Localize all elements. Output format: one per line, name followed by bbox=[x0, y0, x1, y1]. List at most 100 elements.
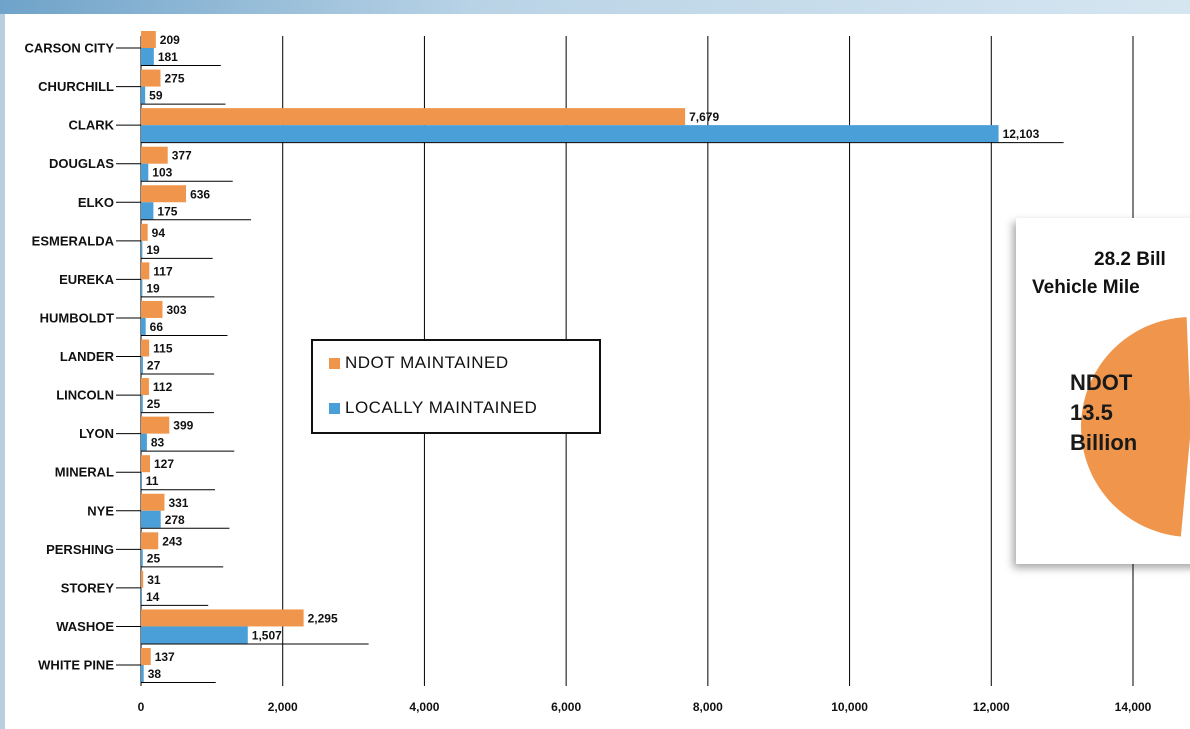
bar-ndot-6 bbox=[141, 262, 150, 280]
data-label-ndot-1: 275 bbox=[164, 72, 184, 86]
category-label-2: CLARK bbox=[69, 118, 115, 133]
bar-ndot-10 bbox=[141, 416, 170, 434]
data-label-local-16: 38 bbox=[148, 667, 162, 681]
x-tick-label-6: 12,000 bbox=[973, 700, 1010, 714]
chart-legend: NDOT MAINTAINED LOCALLY MAINTAINED bbox=[311, 339, 601, 434]
category-label-11: MINERAL bbox=[55, 465, 114, 480]
bar-ndot-3 bbox=[141, 146, 168, 164]
data-label-local-8: 27 bbox=[147, 359, 161, 373]
legend-swatch-local bbox=[329, 402, 340, 414]
data-label-ndot-12: 331 bbox=[168, 496, 188, 510]
pie-slice-label-line-3: Billion bbox=[1070, 430, 1138, 455]
pie-slice-label-line-2: 13.5 bbox=[1070, 400, 1113, 425]
data-label-local-1: 59 bbox=[149, 89, 163, 103]
bar-ndot-4 bbox=[141, 185, 187, 203]
category-label-0: CARSON CITY bbox=[24, 41, 114, 56]
x-tick-label-4: 8,000 bbox=[693, 700, 723, 714]
bar-ndot-12 bbox=[141, 493, 165, 511]
data-label-ndot-8: 115 bbox=[153, 342, 173, 356]
bar-local-1 bbox=[141, 86, 146, 104]
data-label-local-3: 103 bbox=[152, 166, 172, 180]
bar-local-15 bbox=[141, 626, 248, 644]
bar-local-0 bbox=[141, 48, 154, 65]
data-label-local-10: 83 bbox=[151, 436, 165, 450]
legend-item-local: LOCALLY MAINTAINED bbox=[329, 398, 537, 418]
bar-local-9 bbox=[141, 395, 143, 413]
bar-ndot-15 bbox=[141, 609, 304, 627]
x-tick-label-1: 2,000 bbox=[268, 700, 298, 714]
category-label-10: LYON bbox=[79, 426, 114, 441]
category-label-1: CHURCHILL bbox=[38, 79, 114, 94]
category-label-14: STOREY bbox=[61, 580, 115, 595]
header-band bbox=[0, 0, 1190, 14]
category-label-7: HUMBOLDT bbox=[40, 310, 114, 325]
data-label-local-12: 278 bbox=[165, 513, 185, 527]
bar-local-11 bbox=[141, 472, 142, 490]
data-label-local-7: 66 bbox=[150, 320, 164, 334]
bar-local-5 bbox=[141, 240, 143, 258]
data-label-ndot-3: 377 bbox=[172, 149, 192, 163]
data-label-local-11: 11 bbox=[146, 474, 159, 488]
bar-local-4 bbox=[141, 202, 154, 220]
bar-ndot-2 bbox=[141, 108, 686, 126]
pie-slice-label-ndot: NDOT 13.5 Billion bbox=[1070, 368, 1137, 458]
category-label-4: ELKO bbox=[78, 195, 114, 210]
data-label-local-6: 19 bbox=[146, 281, 160, 295]
data-label-ndot-15: 2,295 bbox=[308, 611, 338, 625]
data-label-ndot-13: 243 bbox=[162, 534, 182, 548]
bar-ndot-5 bbox=[141, 223, 148, 241]
bar-local-13 bbox=[141, 549, 143, 567]
bar-ndot-7 bbox=[141, 300, 163, 318]
category-label-16: WHITE PINE bbox=[38, 658, 114, 673]
data-label-ndot-0: 209 bbox=[160, 33, 180, 47]
data-label-local-15: 1,507 bbox=[252, 628, 282, 642]
category-label-5: ESMERALDA bbox=[32, 233, 115, 248]
bar-local-2 bbox=[141, 125, 999, 143]
bar-ndot-11 bbox=[141, 455, 150, 473]
pie-slice-ndot bbox=[1081, 317, 1190, 537]
bar-ndot-1 bbox=[141, 69, 161, 87]
left-edge-band bbox=[0, 14, 5, 729]
bar-local-12 bbox=[141, 510, 161, 528]
legend-label-ndot: NDOT MAINTAINED bbox=[345, 353, 509, 372]
data-label-ndot-11: 127 bbox=[154, 457, 174, 471]
data-label-ndot-16: 137 bbox=[155, 650, 175, 664]
category-label-12: NYE bbox=[87, 503, 114, 518]
x-tick-label-3: 6,000 bbox=[551, 700, 581, 714]
bar-ndot-16 bbox=[141, 648, 151, 665]
legend-label-local: LOCALLY MAINTAINED bbox=[345, 398, 538, 417]
data-label-local-2: 12,103 bbox=[1003, 127, 1040, 141]
bar-local-3 bbox=[141, 163, 149, 181]
bar-ndot-13 bbox=[141, 532, 159, 550]
callout-title-line-1: 28.2 Bill bbox=[1094, 249, 1166, 270]
category-label-8: LANDER bbox=[60, 349, 115, 364]
data-label-local-5: 19 bbox=[146, 243, 160, 257]
category-label-13: PERSHING bbox=[46, 542, 114, 557]
bar-local-16 bbox=[141, 665, 144, 682]
x-tick-label-2: 4,000 bbox=[409, 700, 439, 714]
category-label-3: DOUGLAS bbox=[49, 156, 114, 171]
bar-ndot-8 bbox=[141, 339, 150, 357]
legend-item-ndot: NDOT MAINTAINED bbox=[329, 353, 509, 373]
bar-local-8 bbox=[141, 356, 143, 374]
category-label-6: EUREKA bbox=[59, 272, 115, 287]
bar-ndot-9 bbox=[141, 378, 149, 396]
data-label-local-14: 14 bbox=[146, 590, 160, 604]
data-label-local-0: 181 bbox=[158, 50, 178, 64]
data-label-ndot-4: 636 bbox=[190, 187, 210, 201]
data-label-ndot-10: 399 bbox=[173, 419, 193, 433]
bar-ndot-14 bbox=[141, 570, 144, 588]
callout-title-line-2: Vehicle Mile bbox=[1032, 277, 1140, 298]
category-label-15: WASHOE bbox=[56, 619, 114, 634]
data-label-ndot-9: 112 bbox=[153, 380, 173, 394]
bar-ndot-0 bbox=[141, 31, 156, 48]
x-tick-label-7: 14,000 bbox=[1115, 700, 1152, 714]
data-label-local-4: 175 bbox=[157, 204, 177, 218]
data-label-ndot-7: 303 bbox=[166, 303, 186, 317]
data-label-ndot-5: 94 bbox=[152, 226, 166, 240]
legend-swatch-ndot bbox=[329, 357, 340, 369]
data-label-ndot-6: 117 bbox=[153, 264, 173, 278]
vmt-callout: 28.2 Bill Vehicle Mile NDOT 13.5 Billion bbox=[1016, 218, 1190, 564]
data-label-local-13: 25 bbox=[147, 551, 161, 565]
